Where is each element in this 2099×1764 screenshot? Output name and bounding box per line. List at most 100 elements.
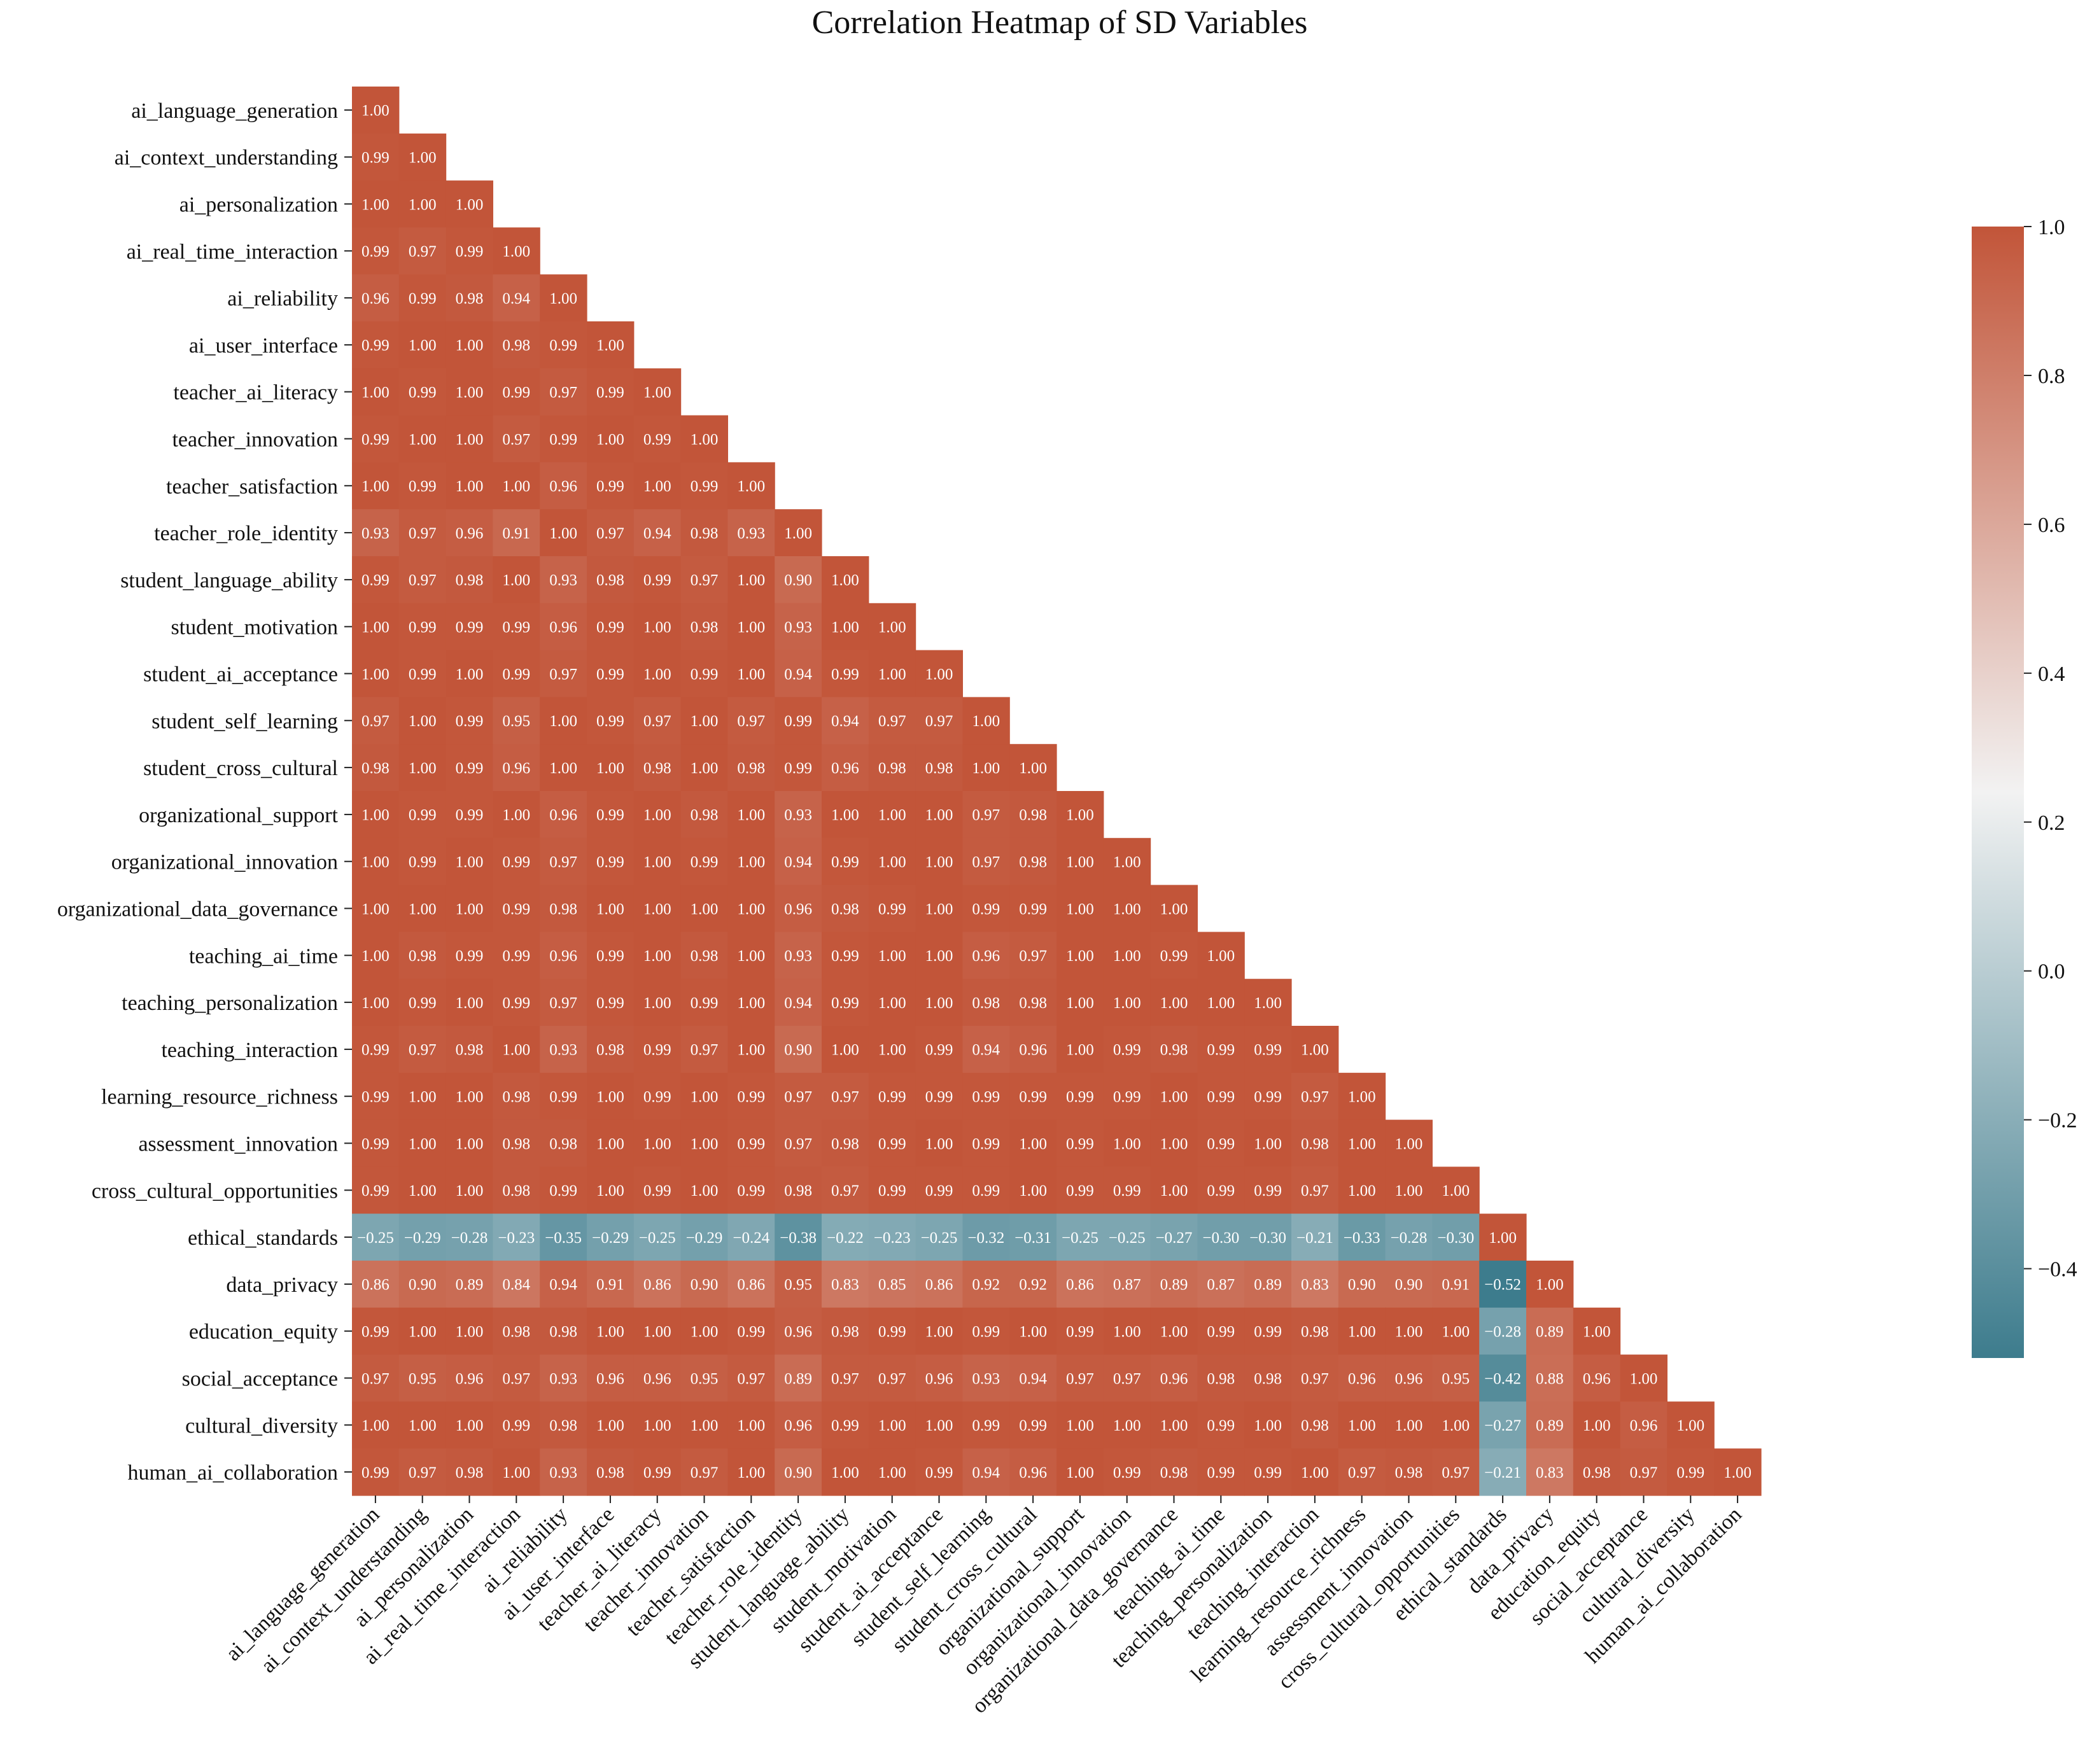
heatmap-cell-9-1 [398, 509, 447, 557]
heatmap-cell-8-2 [446, 462, 493, 510]
y-axis-label-20: teaching_interaction [161, 1039, 338, 1062]
heatmap-cell-value-17-6: 1.00 [643, 900, 671, 918]
heatmap-cell-value-10-10: 1.00 [831, 572, 859, 589]
heatmap-cell-value-22-22: 1.00 [1395, 1135, 1423, 1152]
heatmap-cell-value-23-11: 0.99 [878, 1182, 906, 1200]
y-axis-label-18: teaching_ai_time [189, 944, 338, 968]
heatmap-cell-24-21 [1338, 1214, 1386, 1261]
heatmap-cell-value-7-6: 0.99 [643, 431, 671, 448]
heatmap-cell-27-24 [1479, 1354, 1527, 1402]
heatmap-cell-28-21 [1338, 1401, 1386, 1449]
heatmap-cell-value-20-2: 0.98 [456, 1042, 484, 1059]
heatmap-cell-26-15 [1057, 1307, 1104, 1355]
heatmap-cell-value-29-26: 0.98 [1583, 1464, 1611, 1481]
heatmap-cell-28-6 [633, 1401, 682, 1449]
heatmap-cell-value-27-21: 0.96 [1348, 1370, 1376, 1387]
heatmap-cell-22-0 [352, 1119, 400, 1167]
heatmap-cell-value-28-1: 1.00 [409, 1417, 437, 1434]
heatmap-cell-value-22-13: 0.99 [972, 1135, 1000, 1152]
heatmap-cell-23-1 [398, 1166, 447, 1214]
heatmap-cell-value-19-4: 0.97 [549, 995, 577, 1012]
heatmap-cell-15-1 [398, 791, 447, 839]
heatmap-cell-17-15 [1057, 885, 1104, 932]
heatmap-cell-24-0 [352, 1214, 400, 1261]
y-axis-label-21: learning_resource_richness [101, 1086, 338, 1109]
heatmap-cell-value-27-24: −0.42 [1484, 1370, 1521, 1387]
heatmap-cell-29-15 [1057, 1448, 1104, 1496]
heatmap-cell-1-0 [352, 133, 400, 181]
heatmap-cell-value-8-3: 1.00 [502, 478, 530, 495]
heatmap-cell-value-27-22: 0.96 [1395, 1370, 1423, 1387]
heatmap-cell-2-2 [446, 180, 493, 228]
heatmap-cell-12-2 [446, 650, 493, 697]
heatmap-cell-12-8 [727, 650, 775, 697]
heatmap-cell-value-24-4: −0.35 [545, 1229, 582, 1247]
heatmap-cell-value-10-3: 1.00 [502, 572, 530, 589]
heatmap-cell-value-23-15: 0.99 [1066, 1182, 1094, 1200]
heatmap-cell-value-25-20: 0.83 [1301, 1277, 1329, 1294]
heatmap-cell-20-20 [1291, 1026, 1339, 1074]
heatmap-cell-24-22 [1385, 1214, 1433, 1261]
heatmap-cell-value-25-5: 0.91 [596, 1277, 624, 1294]
heatmap-cell-25-6 [633, 1261, 682, 1308]
heatmap-cell-value-2-1: 1.00 [409, 196, 437, 213]
heatmap-cell-24-24 [1479, 1214, 1527, 1261]
heatmap-cell-11-8 [727, 603, 775, 651]
heatmap-cell-value-29-15: 1.00 [1066, 1464, 1094, 1481]
heatmap-cell-25-25 [1526, 1261, 1574, 1308]
heatmap-cell-value-25-12: 0.86 [925, 1277, 953, 1294]
heatmap-cell-21-15 [1057, 1072, 1104, 1121]
heatmap-cell-29-22 [1385, 1448, 1433, 1496]
heatmap-cell-19-2 [446, 979, 493, 1026]
heatmap-cell-22-7 [680, 1119, 728, 1167]
heatmap-cell-value-18-7: 0.98 [691, 948, 719, 965]
heatmap-cell-value-18-12: 1.00 [925, 948, 953, 965]
heatmap-cell-28-19 [1244, 1401, 1292, 1449]
heatmap-cell-15-8 [727, 791, 775, 839]
heatmap-cell-8-5 [587, 462, 635, 510]
y-axis-label-15: organizational_support [139, 804, 338, 827]
heatmap-cell-7-3 [493, 415, 540, 463]
heatmap-cell-16-4 [540, 837, 587, 886]
heatmap-cell-value-28-2: 1.00 [456, 1417, 484, 1434]
heatmap-cell-22-8 [727, 1119, 775, 1167]
heatmap-cell-value-17-13: 0.99 [972, 900, 1000, 918]
heatmap-cell-value-22-4: 0.98 [549, 1135, 577, 1152]
heatmap-cell-value-21-4: 0.99 [549, 1088, 577, 1105]
heatmap-cell-value-26-19: 0.99 [1254, 1323, 1282, 1340]
heatmap-cell-9-6 [633, 509, 682, 557]
heatmap-cell-value-11-4: 0.96 [549, 619, 577, 636]
heatmap-cell-value-26-26: 1.00 [1583, 1323, 1611, 1340]
heatmap-cell-value-26-10: 0.98 [831, 1323, 859, 1340]
heatmap-cell-0-0 [352, 87, 400, 134]
heatmap-cell-16-16 [1103, 837, 1151, 886]
y-axis-label-22: assessment_innovation [138, 1133, 338, 1156]
heatmap-cell-value-16-4: 0.97 [549, 853, 577, 871]
heatmap-cell-value-24-2: −0.28 [451, 1229, 488, 1247]
heatmap-cell-value-29-10: 1.00 [831, 1464, 859, 1481]
heatmap-cell-23-15 [1057, 1166, 1104, 1214]
heatmap-cell-value-20-18: 0.99 [1207, 1042, 1235, 1059]
heatmap-cell-value-29-29: 1.00 [1723, 1464, 1752, 1481]
heatmap-cell-value-13-1: 1.00 [409, 713, 437, 730]
heatmap-cell-18-3 [493, 932, 540, 979]
heatmap-cell-value-21-1: 1.00 [409, 1088, 437, 1105]
heatmap-cell-value-8-4: 0.96 [549, 478, 577, 495]
heatmap-cell-28-10 [822, 1401, 869, 1449]
heatmap-cell-value-28-10: 0.99 [831, 1417, 859, 1434]
heatmap-cell-9-4 [540, 509, 587, 557]
heatmap-cell-12-7 [680, 650, 728, 697]
heatmap-cell-18-10 [822, 932, 869, 979]
heatmap-cell-27-21 [1338, 1354, 1386, 1402]
heatmap-cell-22-1 [398, 1119, 447, 1167]
heatmap-cell-21-21 [1338, 1072, 1386, 1121]
heatmap-cell-value-26-14: 1.00 [1019, 1323, 1047, 1340]
heatmap-cell-16-5 [587, 837, 635, 886]
heatmap-cell-28-13 [962, 1401, 1010, 1449]
heatmap-cell-5-2 [446, 321, 493, 369]
heatmap-cell-value-22-10: 0.98 [831, 1135, 859, 1152]
heatmap-cell-value-23-17: 1.00 [1160, 1182, 1188, 1200]
heatmap-cell-value-24-24: 1.00 [1489, 1229, 1517, 1247]
heatmap-cell-value-26-0: 0.99 [362, 1323, 390, 1340]
heatmap-cell-value-27-27: 1.00 [1630, 1370, 1658, 1387]
